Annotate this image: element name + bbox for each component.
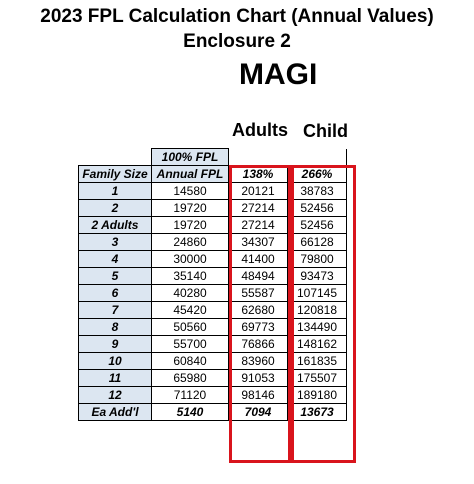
family-size-cell: 6 bbox=[78, 284, 152, 302]
table-header-row-1: 100% FPL bbox=[79, 148, 347, 166]
family-size-cell: 10 bbox=[78, 352, 152, 370]
adults-value-cell: 27214 bbox=[228, 199, 288, 217]
chart-title: 2023 FPL Calculation Chart (Annual Value… bbox=[40, 6, 434, 27]
child-value-cell: 13673 bbox=[287, 403, 347, 421]
family-size-header: Family Size bbox=[78, 165, 152, 183]
table-row: Ea Add'l 5140 7094 13673 bbox=[78, 403, 347, 421]
annual-fpl-cell: 40280 bbox=[151, 284, 229, 302]
blank-cell bbox=[228, 148, 288, 166]
annual-fpl-cell: 55700 bbox=[151, 335, 229, 353]
adults-value-cell: 34307 bbox=[228, 233, 288, 251]
child-percent-header: 266% bbox=[287, 165, 347, 183]
family-size-cell: 4 bbox=[78, 250, 152, 268]
child-value-cell: 120818 bbox=[287, 301, 347, 319]
enclosure-label: Enclosure 2 bbox=[183, 31, 291, 52]
annual-fpl-cell: 14580 bbox=[151, 182, 229, 200]
table-row: 10 60840 83960 161835 bbox=[78, 352, 347, 370]
family-size-cell: 3 bbox=[78, 233, 152, 251]
adults-highlight-box bbox=[229, 165, 291, 463]
fpl-table: 100% FPL Family Size Annual FPL 138% 266… bbox=[78, 148, 347, 421]
family-size-cell: Ea Add'l bbox=[78, 403, 152, 421]
annual-fpl-cell: 24860 bbox=[151, 233, 229, 251]
fpl-header-cell: 100% FPL bbox=[151, 148, 229, 166]
annual-fpl-cell: 50560 bbox=[151, 318, 229, 336]
family-size-cell: 1 bbox=[78, 182, 152, 200]
annual-fpl-cell: 30000 bbox=[151, 250, 229, 268]
annual-fpl-cell: 45420 bbox=[151, 301, 229, 319]
adults-value-cell: 55587 bbox=[228, 284, 288, 302]
blank-cell bbox=[287, 148, 347, 166]
table-row: 8 50560 69773 134490 bbox=[78, 318, 347, 336]
annual-fpl-cell: 60840 bbox=[151, 352, 229, 370]
annual-fpl-cell: 5140 bbox=[151, 403, 229, 421]
table-row: 3 24860 34307 66128 bbox=[78, 233, 347, 251]
adults-value-cell: 83960 bbox=[228, 352, 288, 370]
adults-column-heading: Adults bbox=[232, 120, 288, 140]
family-size-cell: 2 Adults bbox=[78, 216, 152, 234]
family-size-cell: 11 bbox=[78, 369, 152, 387]
table-row: 11 65980 91053 175507 bbox=[78, 369, 347, 387]
child-value-cell: 107145 bbox=[287, 284, 347, 302]
annual-fpl-cell: 35140 bbox=[151, 267, 229, 285]
table-row: 12 71120 98146 189180 bbox=[78, 386, 347, 404]
adults-value-cell: 20121 bbox=[228, 182, 288, 200]
child-value-cell: 93473 bbox=[287, 267, 347, 285]
adults-value-cell: 41400 bbox=[228, 250, 288, 268]
family-size-cell: 5 bbox=[78, 267, 152, 285]
child-highlight-box bbox=[291, 165, 356, 463]
adults-value-cell: 48494 bbox=[228, 267, 288, 285]
annual-fpl-cell: 19720 bbox=[151, 216, 229, 234]
family-size-cell: 7 bbox=[78, 301, 152, 319]
family-size-cell: 9 bbox=[78, 335, 152, 353]
annual-fpl-header: Annual FPL bbox=[151, 165, 229, 183]
family-size-cell: 2 bbox=[78, 199, 152, 217]
annual-fpl-cell: 71120 bbox=[151, 386, 229, 404]
child-column-heading: Child bbox=[303, 121, 348, 141]
table-row: 4 30000 41400 79800 bbox=[78, 250, 347, 268]
annual-fpl-cell: 65980 bbox=[151, 369, 229, 387]
family-size-cell: 8 bbox=[78, 318, 152, 336]
family-size-cell: 12 bbox=[78, 386, 152, 404]
magi-heading: MAGI bbox=[239, 58, 318, 91]
table-row: 2 19720 27214 52456 bbox=[78, 199, 347, 217]
table-row: 5 35140 48494 93473 bbox=[78, 267, 347, 285]
child-value-cell: 52456 bbox=[287, 199, 347, 217]
blank-cell bbox=[79, 149, 152, 166]
table-row: 6 40280 55587 107145 bbox=[78, 284, 347, 302]
annual-fpl-cell: 19720 bbox=[151, 199, 229, 217]
